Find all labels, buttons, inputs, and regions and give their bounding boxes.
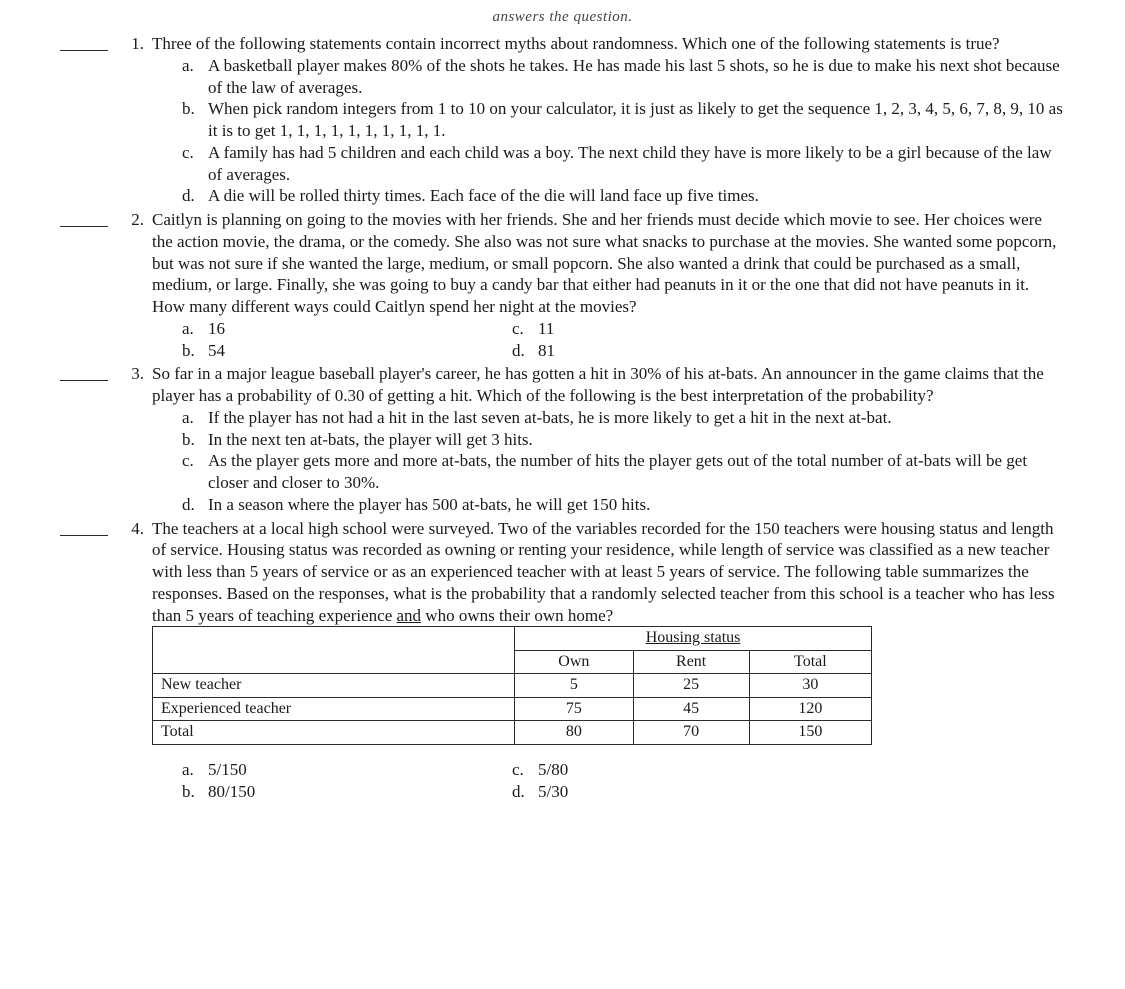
option-c: c.5/80 [512,759,1065,781]
question-3: 3. So far in a major league baseball pla… [60,363,1065,515]
question-stem: Three of the following statements contai… [152,34,1000,53]
cell: 5 [515,674,633,697]
question-1: 1. Three of the following statements con… [60,33,1065,207]
question-number: 4. [120,518,152,540]
option-d: d.In a season where the player has 500 a… [182,494,1065,516]
option-text: As the player gets more and more at-bats… [208,450,1065,494]
worksheet-page: answers the question. 1. Three of the fo… [0,0,1125,989]
option-text: In the next ten at-bats, the player will… [208,429,1065,451]
question-body: The teachers at a local high school were… [152,518,1065,803]
option-text: A basketball player makes 80% of the sho… [208,55,1065,99]
table-column-group-header: Housing status [515,627,872,650]
question-number: 3. [120,363,152,385]
option-text: 80/150 [208,781,512,803]
question-2: 2. Caitlyn is planning on going to the m… [60,209,1065,361]
cell: 70 [633,721,749,744]
cell: 30 [749,674,871,697]
option-a: a.16 [182,318,512,340]
option-letter: a. [182,407,208,429]
option-letter: d. [512,781,538,803]
option-text: 16 [208,318,512,340]
table-col-total: Total [749,650,871,673]
answer-blank[interactable] [60,212,108,227]
cell: 75 [515,697,633,720]
option-letter: a. [182,759,208,781]
option-letter: d. [182,185,208,207]
option-letter: c. [512,759,538,781]
answer-blank[interactable] [60,366,108,381]
cell: 25 [633,674,749,697]
option-letter: b. [182,429,208,451]
option-text: A die will be rolled thirty times. Each … [208,185,1065,207]
option-letter: d. [512,340,538,362]
option-letter: d. [182,494,208,516]
option-a: a.5/150 [182,759,512,781]
option-a: a.If the player has not had a hit in the… [182,407,1065,429]
option-d: d.A die will be rolled thirty times. Eac… [182,185,1065,207]
option-letter: c. [512,318,538,340]
question-number: 1. [120,33,152,55]
question-body: So far in a major league baseball player… [152,363,1065,515]
row-label: Total [153,721,515,744]
option-text: 54 [208,340,512,362]
cell: 120 [749,697,871,720]
option-letter: b. [182,781,208,803]
option-text: 5/30 [538,781,1065,803]
question-4: 4. The teachers at a local high school w… [60,518,1065,803]
question-body: Three of the following statements contai… [152,33,1065,207]
option-letter: c. [182,450,208,472]
option-text: 11 [538,318,1065,340]
question-stem: Caitlyn is planning on going to the movi… [152,210,1056,316]
option-d: d.5/30 [512,781,1065,803]
question-body: Caitlyn is planning on going to the movi… [152,209,1065,361]
question-number: 2. [120,209,152,231]
option-text: 81 [538,340,1065,362]
option-text: If the player has not had a hit in the l… [208,407,1065,429]
question-stem-underlined: and [397,606,422,625]
option-b: b.In the next ten at-bats, the player wi… [182,429,1065,451]
option-letter: c. [182,142,208,164]
options: a.5/150 b.80/150 c.5/80 d.5/30 [152,759,1065,803]
option-letter: b. [182,98,208,120]
option-a: a.A basketball player makes 80% of the s… [182,55,1065,99]
table-col-rent: Rent [633,650,749,673]
option-c: c.A family has had 5 children and each c… [182,142,1065,186]
table-row: Experienced teacher 75 45 120 [153,697,872,720]
cropped-header-fragment: answers the question. [60,8,1065,27]
question-stem: So far in a major league baseball player… [152,364,1044,405]
cell: 150 [749,721,871,744]
table-row: Total 80 70 150 [153,721,872,744]
option-text: When pick random integers from 1 to 10 o… [208,98,1065,142]
option-text: 5/80 [538,759,1065,781]
options: a.If the player has not had a hit in the… [152,407,1065,516]
spacer [152,745,1065,759]
table-corner [153,627,515,674]
question-stem-part: who owns their own home? [421,606,613,625]
option-b: b.When pick random integers from 1 to 10… [182,98,1065,142]
option-d: d.81 [512,340,1065,362]
options: a.A basketball player makes 80% of the s… [152,55,1065,207]
option-letter: a. [182,318,208,340]
option-letter: a. [182,55,208,77]
table-col-own: Own [515,650,633,673]
answer-blank[interactable] [60,36,108,51]
row-label: Experienced teacher [153,697,515,720]
table-row: New teacher 5 25 30 [153,674,872,697]
housing-table: Housing status Own Rent Total New teache… [152,626,872,744]
cell: 80 [515,721,633,744]
options: a.16 b.54 c.11 d.81 [152,318,1065,362]
option-letter: b. [182,340,208,362]
row-label: New teacher [153,674,515,697]
option-text: 5/150 [208,759,512,781]
option-b: b.54 [182,340,512,362]
option-c: c.11 [512,318,1065,340]
option-text: In a season where the player has 500 at-… [208,494,1065,516]
option-b: b.80/150 [182,781,512,803]
option-text: A family has had 5 children and each chi… [208,142,1065,186]
cell: 45 [633,697,749,720]
answer-blank[interactable] [60,521,108,536]
option-c: c.As the player gets more and more at-ba… [182,450,1065,494]
